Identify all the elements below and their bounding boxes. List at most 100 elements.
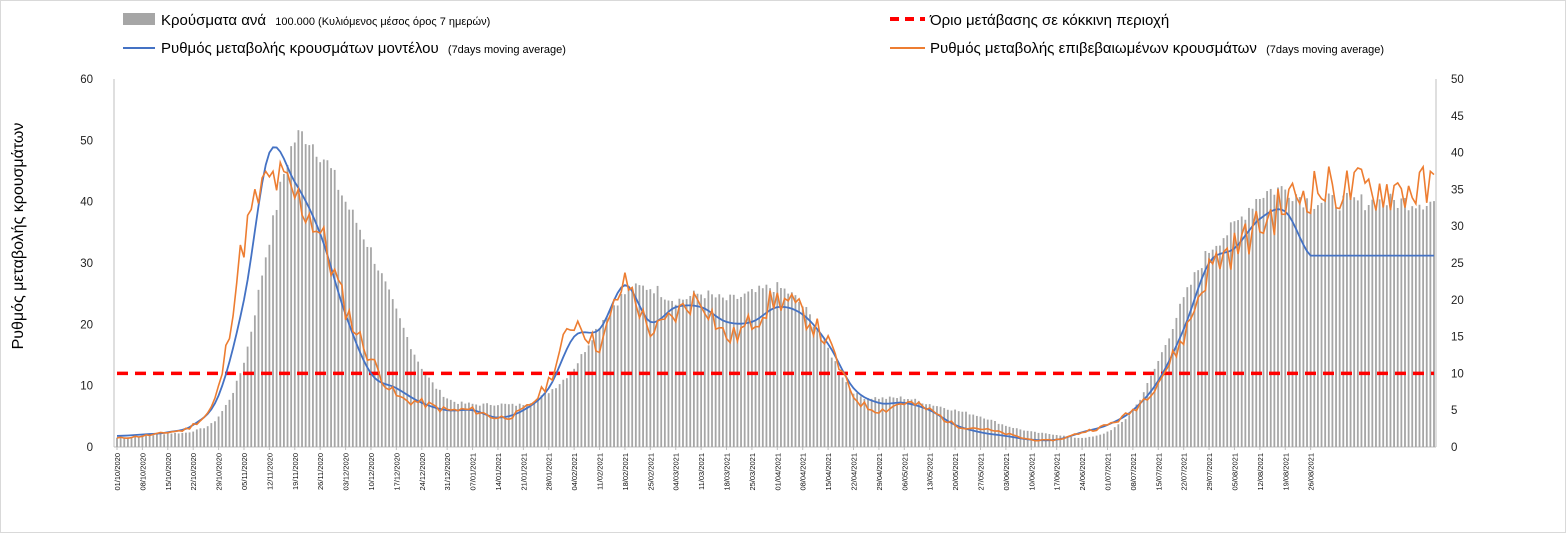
- bar: [1200, 268, 1203, 447]
- bar: [475, 404, 478, 447]
- bar: [957, 411, 960, 447]
- bar: [116, 437, 118, 447]
- bar: [493, 405, 496, 447]
- bar: [185, 432, 187, 447]
- bar: [377, 270, 380, 447]
- date-tick-label: 11/02/2021: [596, 453, 605, 490]
- bar: [435, 388, 438, 447]
- bar: [1291, 201, 1294, 447]
- bar: [395, 308, 398, 447]
- bar: [1320, 202, 1323, 447]
- date-tick-label: 05/08/2021: [1230, 453, 1239, 491]
- bar: [1081, 437, 1083, 447]
- bar: [729, 294, 732, 447]
- bar: [1226, 235, 1229, 447]
- bar: [246, 346, 249, 447]
- bar: [721, 297, 724, 447]
- bar: [1233, 221, 1236, 447]
- bar: [1175, 317, 1178, 447]
- svg-text:Ρυθμός μεταβολής κρουσμάτων μο: Ρυθμός μεταβολής κρουσμάτων μοντέλου (7d…: [161, 40, 566, 57]
- bar: [210, 423, 213, 447]
- bar: [892, 397, 895, 447]
- date-tick-label: 26/11/2020: [316, 453, 325, 490]
- bar: [290, 146, 293, 447]
- bar: [402, 327, 405, 447]
- right-tick-label: 15: [1451, 332, 1464, 344]
- bar: [188, 432, 191, 447]
- date-tick-label: 31/12/2020: [443, 453, 452, 491]
- bar: [1084, 437, 1087, 447]
- bar: [968, 414, 971, 447]
- bar: [1255, 198, 1258, 447]
- bar: [1139, 399, 1142, 447]
- right-tick-label: 25: [1451, 258, 1464, 270]
- bar: [373, 263, 376, 447]
- bar: [907, 399, 909, 447]
- bar: [685, 299, 688, 447]
- bar: [203, 428, 205, 447]
- bar: [794, 295, 797, 447]
- bar: [319, 162, 322, 447]
- bar: [631, 291, 634, 447]
- date-tick-label: 06/05/2021: [900, 453, 909, 491]
- bar: [439, 389, 441, 447]
- bar: [1211, 249, 1214, 447]
- bar: [533, 401, 536, 447]
- bar: [1095, 435, 1098, 447]
- bar: [1382, 203, 1385, 447]
- legend-bars-entry: Κρούσματα ανά 100.000 (Κυλιόμενος μέσος …: [123, 12, 490, 29]
- bar: [261, 275, 264, 447]
- bar: [1400, 198, 1403, 447]
- date-tick-label: 22/04/2021: [850, 453, 859, 491]
- bar: [936, 406, 938, 447]
- bar: [279, 181, 282, 447]
- bar: [671, 300, 673, 447]
- bar: [301, 131, 303, 447]
- x-axis-date-ticks: 01/10/2020 08/10/2020 15/10/2020 22/10/2020…: [113, 447, 1316, 491]
- bar: [1092, 436, 1094, 447]
- legend-confirmed-suffix: (7days moving average): [1266, 44, 1384, 56]
- bar: [1298, 197, 1301, 447]
- bar: [1280, 186, 1283, 448]
- bar: [584, 352, 586, 447]
- bar: [939, 406, 942, 447]
- right-tick-label: 20: [1451, 295, 1464, 307]
- date-tick-label: 03/12/2020: [342, 453, 351, 491]
- bar: [181, 432, 184, 447]
- bar: [863, 398, 866, 447]
- date-tick-label: 25/02/2021: [646, 453, 655, 491]
- right-tick-label: 45: [1451, 111, 1464, 123]
- bar: [700, 294, 703, 447]
- bar: [1396, 207, 1399, 447]
- bar: [232, 392, 234, 447]
- bar: [1393, 199, 1395, 447]
- bar: [620, 293, 623, 447]
- bar: [1353, 197, 1356, 447]
- bar: [119, 437, 122, 447]
- bar: [765, 284, 768, 447]
- bar: [1077, 437, 1080, 447]
- bar: [1295, 194, 1298, 447]
- bar: [1356, 200, 1359, 447]
- date-tick-label: 26/08/2021: [1307, 453, 1316, 491]
- bar: [823, 338, 826, 447]
- bar: [1193, 272, 1196, 447]
- legend-bars-swatch: [123, 13, 155, 25]
- date-tick-label: 15/10/2020: [164, 453, 173, 491]
- bar: [362, 239, 365, 447]
- bar: [711, 294, 713, 447]
- legend-bars-label: Κρούσματα ανά: [161, 12, 266, 29]
- bar: [689, 295, 692, 447]
- bar: [1124, 419, 1127, 447]
- bar: [638, 285, 641, 447]
- model-rate-line: [116, 146, 1434, 442]
- bar: [1073, 437, 1076, 447]
- bar: [852, 393, 855, 447]
- bar: [819, 336, 822, 447]
- bar: [1302, 207, 1305, 447]
- bar: [1407, 210, 1410, 447]
- bar: [1414, 208, 1417, 447]
- bar: [555, 388, 557, 447]
- bar: [1168, 338, 1171, 447]
- bar: [540, 395, 543, 447]
